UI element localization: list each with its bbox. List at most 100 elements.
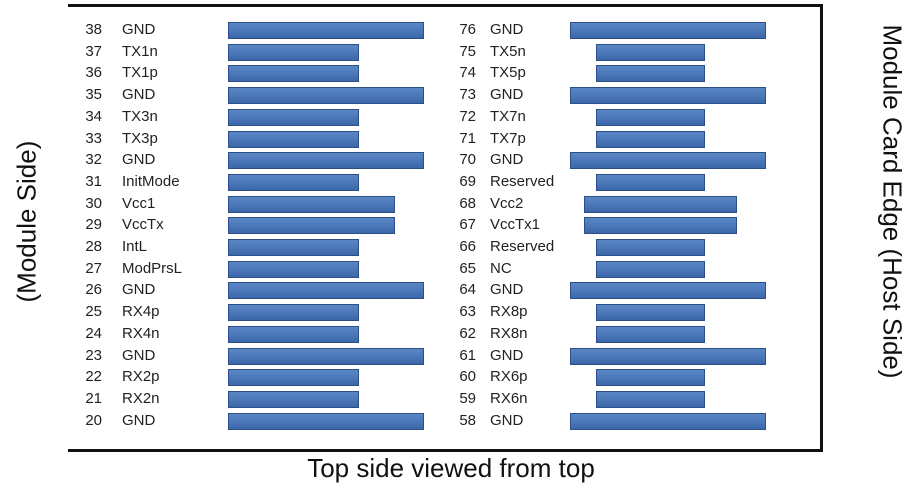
contact-pad-short — [228, 43, 359, 61]
contact-pad-short — [228, 130, 359, 148]
contact-pad-medium — [228, 217, 395, 235]
contact-pad-short — [596, 43, 705, 61]
contact-pad-long — [570, 347, 766, 365]
pin-number: 36 — [85, 64, 102, 82]
pin-number: 58 — [459, 411, 476, 429]
pin-number: 33 — [85, 129, 102, 147]
pin-number: 65 — [459, 259, 476, 277]
pin-name: GND — [490, 346, 524, 364]
contact-pad-short — [228, 304, 359, 322]
pin-name: GND — [122, 151, 156, 169]
pin-name: InitMode — [122, 172, 180, 190]
contact-pad-short — [228, 325, 359, 343]
pin-name: IntL — [122, 238, 148, 255]
pin-number: 66 — [459, 238, 476, 255]
pin-name: RX8p — [490, 303, 528, 321]
contact-pad-short — [228, 390, 359, 408]
pin-name: TX3n — [122, 107, 158, 125]
contact-pad-long — [228, 347, 424, 365]
pin-number: 29 — [85, 216, 102, 234]
pin-name: GND — [122, 411, 156, 429]
pin-number: 22 — [85, 368, 102, 386]
pin-name: GND — [490, 151, 524, 169]
contact-pad-short — [596, 390, 705, 408]
diagram-caption: Top side viewed from top — [307, 453, 595, 483]
contact-pad-long — [570, 87, 766, 105]
pin-number: 75 — [459, 42, 476, 60]
contact-pad-long — [228, 282, 424, 300]
pin-name: TX7p — [490, 129, 526, 147]
pin-number: 67 — [459, 216, 476, 234]
pin-number: 31 — [85, 172, 102, 190]
pin-name: RX6n — [490, 389, 528, 407]
pin-number: 35 — [85, 86, 102, 104]
pin-number: 59 — [459, 389, 476, 407]
pin-number: 30 — [85, 194, 102, 212]
pin-number: 71 — [459, 129, 476, 147]
contact-pad-short — [228, 260, 359, 278]
contact-pad-short — [596, 108, 705, 126]
pin-name: RX8n — [490, 324, 528, 342]
contact-pad-short — [596, 304, 705, 322]
pin-name: GND — [122, 346, 156, 364]
frame-right-border — [820, 4, 823, 452]
pin-number: 32 — [85, 151, 102, 169]
frame-bottom-border — [68, 449, 823, 452]
pin-number: 24 — [85, 324, 102, 342]
contact-pad-short — [596, 369, 705, 387]
pin-name: GND — [490, 21, 524, 38]
pin-number: 76 — [459, 21, 476, 38]
pin-name: VccTx — [122, 216, 164, 234]
contact-pad-long — [228, 412, 424, 430]
frame-top-border — [68, 4, 823, 7]
pin-number: 21 — [85, 389, 102, 407]
pin-number: 23 — [85, 346, 102, 364]
contact-pad-short — [596, 260, 705, 278]
pin-name: RX2n — [122, 389, 160, 407]
pin-number: 63 — [459, 303, 476, 321]
contact-pad-short — [596, 130, 705, 148]
pin-name: Reserved — [490, 238, 555, 255]
pin-name: TX7n — [490, 107, 526, 125]
pin-name: Vcc1 — [122, 194, 156, 212]
contact-pad-long — [228, 22, 424, 39]
pin-number: 62 — [459, 324, 476, 342]
pin-name: TX1p — [122, 64, 158, 82]
pin-name: RX4n — [122, 324, 160, 342]
pin-name: TX3p — [122, 129, 158, 147]
pin-number: 73 — [459, 86, 476, 104]
pin-number: 72 — [459, 107, 476, 125]
pin-number: 70 — [459, 151, 476, 169]
pin-name: GND — [122, 281, 156, 299]
pin-number: 68 — [459, 194, 476, 212]
pin-name: TX1n — [122, 42, 158, 60]
contact-pad-short — [596, 239, 705, 256]
pin-name: RX2p — [122, 368, 160, 386]
host-side-label: Module Card Edge (Host Side) — [877, 24, 902, 379]
module-side-label: (Module Side) — [11, 140, 42, 303]
pin-number: 69 — [459, 172, 476, 190]
pin-name: ModPrsL — [122, 259, 183, 277]
contact-pad-medium — [228, 195, 395, 213]
pin-name: Reserved — [490, 172, 555, 190]
contact-pad-short — [596, 325, 705, 343]
pin-number: 20 — [85, 411, 102, 429]
pin-name: GND — [122, 86, 156, 104]
pin-name: GND — [490, 86, 524, 104]
pin-number: 61 — [459, 346, 476, 364]
pin-name: GND — [122, 21, 156, 38]
pin-name: RX6p — [490, 368, 528, 386]
pin-number: 25 — [85, 303, 102, 321]
pin-name: Vcc2 — [490, 194, 524, 212]
contact-pad-short — [228, 239, 359, 256]
pin-name: RX4p — [122, 303, 160, 321]
pin-number: 37 — [85, 42, 102, 60]
pin-number: 74 — [459, 64, 476, 82]
pin-name: TX5n — [490, 42, 526, 60]
contact-pad-short — [228, 65, 359, 83]
contact-pad-medium — [584, 195, 737, 213]
pin-name: TX5p — [490, 64, 526, 82]
pin-name: GND — [490, 281, 524, 299]
contact-pad-long — [228, 152, 424, 170]
